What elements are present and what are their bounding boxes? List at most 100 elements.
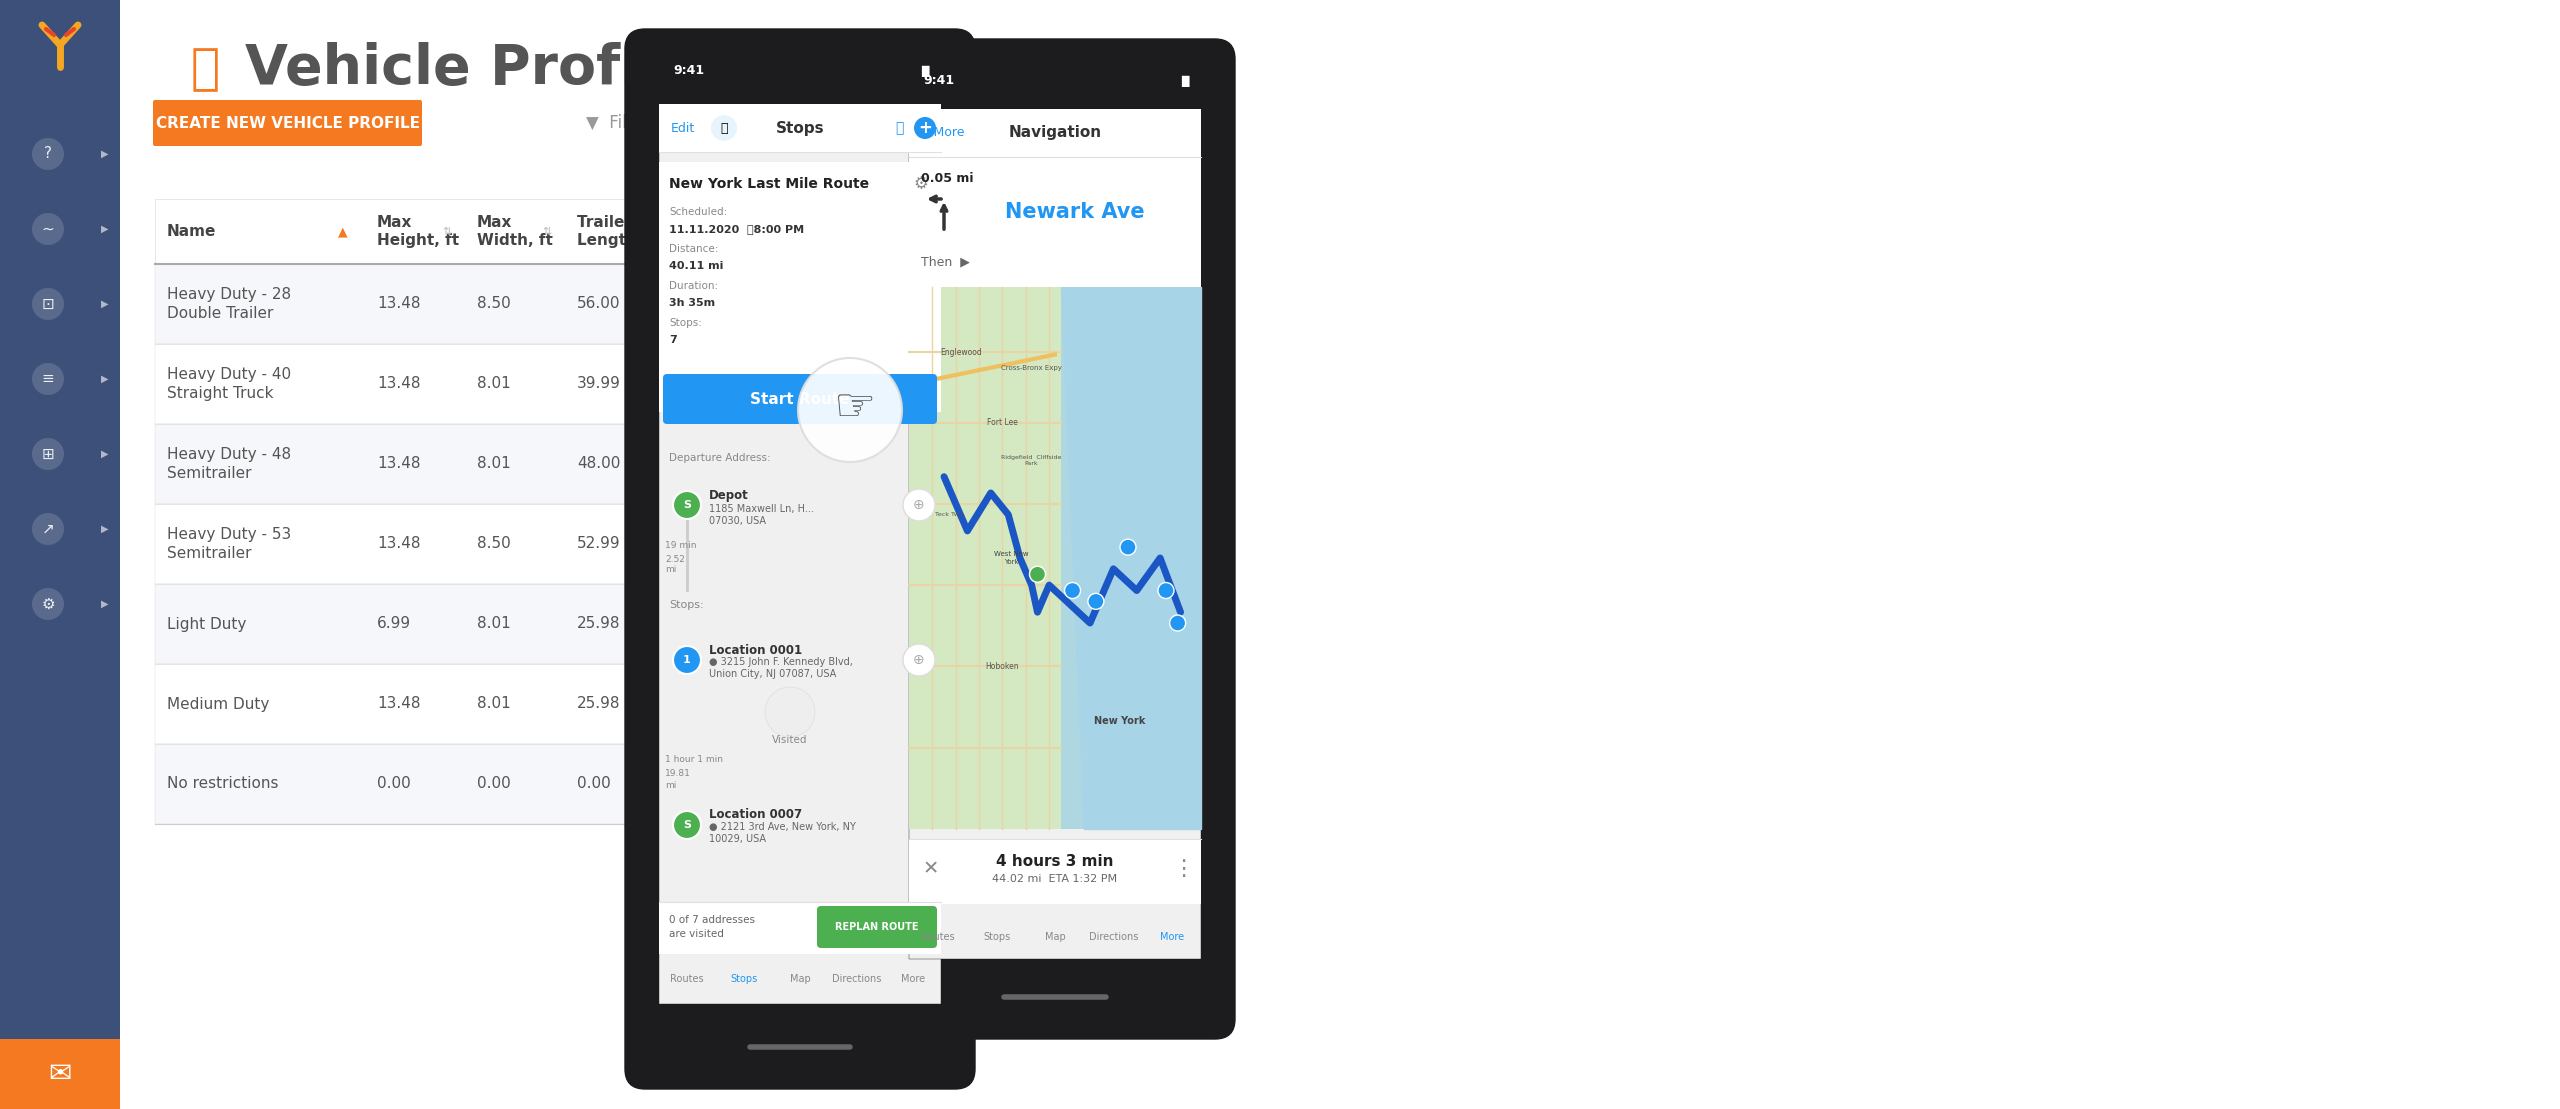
Text: ▼  Filter: ▼ Filter (586, 114, 650, 132)
Bar (909, 109, 1201, 157)
Text: 11.11.2020  ⏰8:00 PM: 11.11.2020 ⏰8:00 PM (668, 224, 804, 234)
Circle shape (1029, 567, 1044, 582)
Text: Routes: Routes (922, 932, 955, 942)
Text: 0.00: 0.00 (376, 776, 410, 792)
Text: ☞: ☞ (835, 386, 876, 430)
Text: New York Last Mile Route: New York Last Mile Route (668, 177, 870, 191)
Text: Depot: Depot (709, 488, 748, 501)
Text: ⊞: ⊞ (41, 447, 54, 461)
Bar (658, 902, 942, 954)
Text: Stops: Stops (983, 932, 1011, 942)
Circle shape (904, 644, 934, 676)
Text: 19.81: 19.81 (666, 770, 691, 779)
Text: Stops:: Stops: (668, 318, 701, 328)
Text: West New
York: West New York (993, 551, 1029, 564)
Text: 0.00: 0.00 (476, 776, 512, 792)
FancyBboxPatch shape (154, 100, 422, 146)
Text: 3h 35m: 3h 35m (668, 298, 714, 308)
Text: ✉: ✉ (49, 1060, 72, 1088)
Text: 4 hours 3 min: 4 hours 3 min (996, 854, 1114, 868)
Circle shape (712, 115, 737, 141)
Text: Trailed / Straight
Length, ft: Trailed / Straight Length, ft (576, 215, 722, 248)
Text: 8,501.03: 8,501.03 (742, 696, 809, 712)
Text: +: + (919, 119, 932, 138)
Text: Map: Map (788, 974, 812, 984)
Text: 🔍: 🔍 (896, 121, 904, 135)
Text: Stops: Stops (776, 121, 824, 135)
Bar (156, 503, 1014, 584)
Text: CREATE NEW VEHICLE PROFILE: CREATE NEW VEHICLE PROFILE (156, 115, 420, 131)
Text: 0.00: 0.00 (863, 776, 896, 792)
Text: 7: 7 (668, 335, 676, 345)
Text: Location 0007: Location 0007 (709, 808, 801, 822)
Text: More: More (901, 974, 924, 984)
Text: Then  ▶: Then ▶ (922, 255, 970, 268)
Text: 7,500.13: 7,500.13 (863, 696, 929, 712)
Text: More: More (1160, 932, 1183, 942)
Text: 33,999.72: 33,999.72 (863, 537, 940, 551)
Text: 8.50: 8.50 (476, 537, 512, 551)
Circle shape (765, 686, 814, 737)
Circle shape (673, 491, 701, 519)
Circle shape (31, 213, 64, 245)
Text: Light Duty: Light Duty (166, 617, 246, 631)
FancyBboxPatch shape (817, 906, 937, 948)
Text: 13.48: 13.48 (376, 376, 420, 391)
Text: 🚴: 🚴 (719, 122, 727, 134)
Text: 8,501.03: 8,501.03 (742, 617, 809, 631)
Text: ✕: ✕ (922, 859, 940, 878)
Text: 0 of 7 addresses
are visited: 0 of 7 addresses are visited (668, 915, 755, 938)
Text: ● 2121 3rd Ave, New York, NY: ● 2121 3rd Ave, New York, NY (709, 822, 855, 832)
FancyBboxPatch shape (737, 71, 863, 103)
Text: 44.02 mi  ETA 1:32 PM: 44.02 mi ETA 1:32 PM (993, 874, 1119, 884)
Text: Ridgefield  Cliffside
Park: Ridgefield Cliffside Park (1001, 455, 1062, 466)
Text: ≡: ≡ (41, 372, 54, 387)
Circle shape (31, 588, 64, 620)
Text: 1185 Maxwell Ln, H...: 1185 Maxwell Ln, H... (709, 503, 814, 513)
Text: 79,999.21: 79,999.21 (742, 296, 819, 312)
Bar (909, 840, 1201, 904)
Text: Vehicle Profiles: Vehicle Profiles (246, 42, 730, 96)
Text: Map: Map (1044, 932, 1065, 942)
Circle shape (31, 138, 64, 170)
Text: 33,999.72: 33,999.72 (863, 457, 940, 471)
FancyBboxPatch shape (991, 77, 1119, 108)
Text: ● 3215 John F. Kennedy Blvd,: ● 3215 John F. Kennedy Blvd, (709, 657, 852, 667)
Bar (909, 287, 1201, 830)
Circle shape (1170, 615, 1185, 631)
Text: Newark Ave: Newark Ave (1006, 202, 1144, 222)
Text: ⚙: ⚙ (41, 597, 54, 611)
Text: Start Route: Start Route (750, 391, 850, 407)
Text: Distance:: Distance: (668, 244, 719, 254)
Text: ~: ~ (41, 222, 54, 236)
Text: Max
Width, ft: Max Width, ft (476, 215, 553, 248)
Text: ⇅: ⇅ (443, 226, 451, 236)
Text: Fort Lee: Fort Lee (988, 418, 1019, 427)
Text: Routes: Routes (671, 974, 704, 984)
Text: 79,999.21: 79,999.21 (742, 457, 819, 471)
Text: < More: < More (919, 126, 965, 140)
Text: 9:41: 9:41 (924, 74, 955, 88)
Bar (156, 344, 1014, 424)
Text: ↗: ↗ (41, 521, 54, 537)
Circle shape (914, 118, 937, 139)
Bar (0, 0, 120, 99)
Text: Medium Duty: Medium Duty (166, 696, 269, 712)
Text: ▶: ▶ (102, 523, 108, 535)
Polygon shape (1060, 287, 1201, 830)
Circle shape (31, 288, 64, 321)
Text: Max
Height, ft: Max Height, ft (376, 215, 458, 248)
Text: Rows per page: 25: Rows per page: 25 (891, 845, 1006, 858)
Text: ▉: ▉ (1183, 75, 1190, 87)
Bar (156, 584, 1014, 664)
Text: Navigation: Navigation (1009, 125, 1101, 141)
FancyBboxPatch shape (625, 29, 975, 1089)
Text: ▶: ▶ (102, 449, 108, 459)
Circle shape (31, 438, 64, 470)
Text: ?: ? (44, 146, 51, 162)
Text: 1: 1 (684, 655, 691, 665)
Text: ⊕: ⊕ (914, 498, 924, 512)
Text: ▶: ▶ (102, 224, 108, 234)
Text: mi: mi (666, 566, 676, 574)
Circle shape (799, 358, 901, 462)
